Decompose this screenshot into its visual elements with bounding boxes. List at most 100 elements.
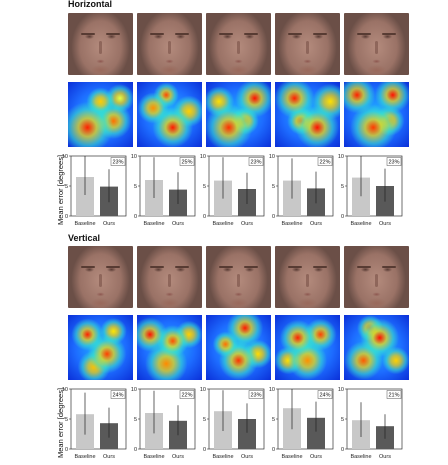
bar-chart: 0 5 10 Baseline Ours 23%	[200, 154, 265, 227]
bar-chart: 0 5 10 Baseline Ours 24%	[62, 387, 127, 460]
bar-chart-panel: 0 5 10 Baseline Ours 24%	[62, 383, 128, 461]
bar-chart-panel: 0 5 10 Baseline Ours 23%	[200, 150, 266, 228]
bar-chart-panel: 0 5 10 Baseline Ours 23%	[338, 150, 404, 228]
face-image	[68, 13, 133, 75]
y-tick-label: 5	[65, 417, 68, 423]
face-image	[206, 13, 271, 75]
improvement-label: 23%	[250, 160, 261, 166]
y-tick-label: 0	[272, 447, 275, 453]
x-tick-label: Baseline	[281, 221, 302, 227]
y-tick-label: 10	[338, 387, 344, 393]
face-image	[68, 246, 133, 308]
y-tick-label: 0	[134, 447, 137, 453]
improvement-badge	[110, 157, 126, 166]
saliency-heatmap	[137, 315, 202, 380]
face-image	[344, 246, 409, 308]
x-tick-label: Ours	[310, 454, 322, 460]
improvement-label: 22%	[319, 160, 330, 166]
saliency-heatmap	[275, 315, 340, 380]
saliency-heatmap	[206, 82, 271, 147]
bar-baseline	[352, 177, 370, 216]
improvement-badge	[317, 157, 333, 166]
bar-chart-panel: 0 5 10 Baseline Ours 23%	[200, 383, 266, 461]
y-tick-label: 5	[341, 417, 344, 423]
y-tick-label: 10	[200, 387, 206, 393]
y-tick-label: 10	[269, 387, 275, 393]
y-tick-label: 10	[62, 387, 68, 393]
improvement-label: 24%	[319, 393, 330, 399]
face-image	[137, 13, 202, 75]
x-tick-label: Baseline	[212, 454, 233, 460]
face-image	[344, 13, 409, 75]
x-tick-label: Baseline	[281, 454, 302, 460]
y-tick-label: 5	[134, 184, 137, 190]
y-tick-label: 5	[272, 184, 275, 190]
x-tick-label: Ours	[379, 221, 391, 227]
x-tick-label: Ours	[241, 454, 253, 460]
face-image	[275, 246, 340, 308]
x-tick-label: Baseline	[350, 221, 371, 227]
y-tick-label: 10	[131, 387, 137, 393]
x-tick-label: Ours	[103, 221, 115, 227]
x-tick-label: Baseline	[212, 221, 233, 227]
improvement-label: 21%	[388, 393, 399, 399]
y-tick-label: 10	[338, 154, 344, 160]
bar-chart: 0 5 10 Baseline Ours 22%	[269, 154, 334, 227]
improvement-badge	[386, 390, 402, 399]
y-tick-label: 5	[65, 184, 68, 190]
bar-chart: 0 5 10 Baseline Ours 22%	[131, 387, 196, 460]
saliency-heatmap	[206, 315, 271, 380]
improvement-badge	[248, 390, 264, 399]
x-tick-label: Ours	[103, 454, 115, 460]
improvement-label: 23%	[112, 160, 123, 166]
face-image	[206, 246, 271, 308]
face-image	[275, 13, 340, 75]
bar-chart: 0 5 10 Baseline Ours 23%	[62, 154, 127, 227]
bar-chart-panel: 0 5 10 Baseline Ours 25%	[131, 150, 197, 228]
saliency-heatmap	[68, 82, 133, 147]
y-tick-label: 0	[65, 447, 68, 453]
section-title-horizontal: Horizontal	[68, 0, 112, 9]
y-tick-label: 10	[200, 154, 206, 160]
improvement-label: 23%	[388, 160, 399, 166]
y-tick-label: 0	[341, 214, 344, 220]
y-tick-label: 0	[341, 447, 344, 453]
section-title-vertical: Vertical	[68, 233, 101, 243]
y-tick-label: 5	[203, 184, 206, 190]
y-tick-label: 10	[131, 154, 137, 160]
y-tick-label: 0	[203, 447, 206, 453]
improvement-label: 23%	[250, 393, 261, 399]
saliency-heatmap	[275, 82, 340, 147]
y-tick-label: 0	[134, 214, 137, 220]
improvement-badge	[248, 157, 264, 166]
bar-chart: 0 5 10 Baseline Ours 25%	[131, 154, 196, 227]
bar-chart-panel: 0 5 10 Baseline Ours 24%	[269, 383, 335, 461]
y-tick-label: 0	[65, 214, 68, 220]
x-tick-label: Ours	[172, 221, 184, 227]
x-tick-label: Baseline	[74, 221, 95, 227]
x-tick-label: Baseline	[350, 454, 371, 460]
y-tick-label: 10	[62, 154, 68, 160]
x-tick-label: Ours	[172, 454, 184, 460]
bar-chart: 0 5 10 Baseline Ours 23%	[338, 154, 403, 227]
x-tick-label: Baseline	[143, 454, 164, 460]
y-tick-label: 5	[134, 417, 137, 423]
improvement-badge	[179, 157, 195, 166]
bar-ours	[307, 417, 325, 449]
saliency-heatmap	[137, 82, 202, 147]
improvement-label: 22%	[181, 393, 192, 399]
y-tick-label: 5	[341, 184, 344, 190]
bar-baseline	[76, 177, 94, 216]
bar-chart: 0 5 10 Baseline Ours 23%	[200, 387, 265, 460]
bar-ours	[238, 419, 256, 449]
improvement-badge	[179, 390, 195, 399]
improvement-label: 25%	[181, 160, 192, 166]
y-tick-label: 10	[269, 154, 275, 160]
bar-chart-panel: 0 5 10 Baseline Ours 23%	[62, 150, 128, 228]
saliency-heatmap	[68, 315, 133, 380]
x-tick-label: Baseline	[74, 454, 95, 460]
x-tick-label: Baseline	[143, 221, 164, 227]
x-tick-label: Ours	[310, 221, 322, 227]
bar-chart-panel: 0 5 10 Baseline Ours 22%	[131, 383, 197, 461]
bar-chart-panel: 0 5 10 Baseline Ours 22%	[269, 150, 335, 228]
